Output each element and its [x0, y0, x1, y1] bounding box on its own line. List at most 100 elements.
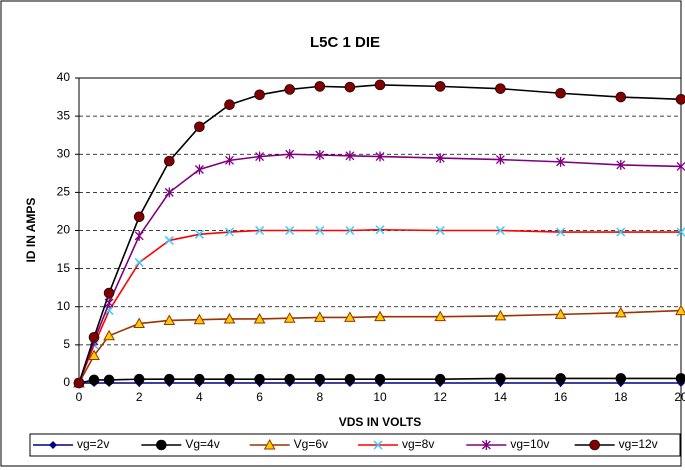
x-tick-label: 12	[434, 390, 448, 404]
y-tick-label: 10	[57, 299, 71, 313]
marker	[676, 161, 685, 172]
y-tick-label: 15	[57, 261, 71, 275]
marker	[88, 331, 100, 343]
marker	[555, 373, 566, 384]
marker	[73, 377, 85, 389]
marker	[345, 150, 355, 161]
marker	[103, 329, 115, 341]
legend-label: vg=2v	[77, 437, 109, 451]
marker	[254, 89, 265, 101]
marker	[134, 257, 144, 268]
marker	[494, 309, 507, 321]
marker	[103, 287, 115, 299]
y-tick-label: 25	[57, 185, 71, 199]
x-tick-label: 18	[614, 390, 628, 404]
marker	[314, 373, 326, 385]
marker	[133, 373, 145, 385]
x-tick-label: 2	[136, 390, 143, 404]
marker	[675, 94, 685, 105]
marker	[614, 306, 627, 318]
marker	[224, 373, 235, 385]
marker	[556, 227, 566, 237]
marker	[344, 311, 356, 322]
marker	[495, 225, 505, 236]
marker	[315, 150, 325, 161]
marker	[253, 312, 266, 324]
x-tick-label: 6	[256, 390, 263, 404]
x-tick-label: 20	[674, 390, 685, 404]
marker	[556, 156, 566, 167]
marker	[284, 84, 296, 95]
marker	[675, 373, 685, 384]
legend-label: Vg=6v	[294, 437, 328, 451]
marker	[374, 373, 386, 385]
x-tick-label: 4	[196, 390, 203, 404]
marker	[675, 304, 685, 316]
marker	[194, 373, 205, 385]
legend-box	[29, 433, 681, 457]
x-tick-label: 16	[554, 390, 568, 404]
legend-label: vg=12v	[619, 437, 658, 451]
marker	[344, 81, 356, 93]
marker	[194, 229, 204, 239]
marker	[481, 440, 491, 450]
marker	[345, 225, 355, 236]
marker	[495, 154, 505, 165]
marker	[434, 310, 447, 322]
marker	[434, 373, 446, 385]
chart-title: L5C 1 DIE	[310, 34, 380, 51]
marker	[133, 211, 145, 223]
marker	[88, 374, 100, 386]
x-tick-label: 10	[373, 390, 387, 404]
marker	[255, 225, 265, 236]
marker	[225, 155, 234, 166]
marker	[555, 87, 566, 99]
marker	[193, 313, 206, 325]
marker	[164, 155, 175, 167]
marker	[194, 121, 205, 133]
marker	[49, 441, 57, 449]
marker	[254, 373, 265, 385]
marker	[283, 312, 296, 323]
legend-label: vg=10v	[510, 437, 549, 451]
marker	[164, 187, 174, 198]
marker	[374, 79, 386, 91]
marker	[554, 308, 567, 319]
marker	[255, 151, 265, 162]
marker	[314, 81, 326, 92]
marker	[375, 151, 385, 162]
y-tick-label: 30	[57, 146, 71, 160]
marker	[435, 153, 445, 164]
marker	[224, 99, 235, 110]
y-tick-label: 20	[57, 223, 71, 237]
marker	[88, 349, 100, 361]
marker	[285, 149, 295, 160]
marker	[194, 164, 204, 175]
marker	[375, 225, 385, 235]
marker	[164, 235, 174, 245]
marker	[615, 91, 627, 103]
marker	[315, 225, 325, 236]
marker	[495, 83, 506, 94]
marker	[374, 310, 386, 322]
marker	[313, 311, 326, 322]
x-tick-label: 0	[76, 390, 83, 404]
marker	[615, 373, 627, 384]
y-tick-label: 5	[63, 337, 70, 351]
legend-label: Vg=4v	[185, 437, 219, 451]
marker	[263, 438, 276, 450]
marker	[164, 373, 175, 385]
marker	[344, 373, 356, 385]
marker	[616, 227, 626, 237]
marker	[589, 439, 600, 451]
marker	[435, 225, 445, 236]
marker	[284, 373, 296, 385]
marker	[223, 312, 236, 324]
x-axis-label: VDS IN VOLTS	[339, 415, 421, 429]
marker	[676, 227, 685, 237]
x-tick-label: 14	[494, 390, 508, 404]
marker	[156, 439, 167, 451]
marker	[373, 440, 383, 450]
marker	[616, 159, 626, 170]
marker	[134, 230, 144, 241]
